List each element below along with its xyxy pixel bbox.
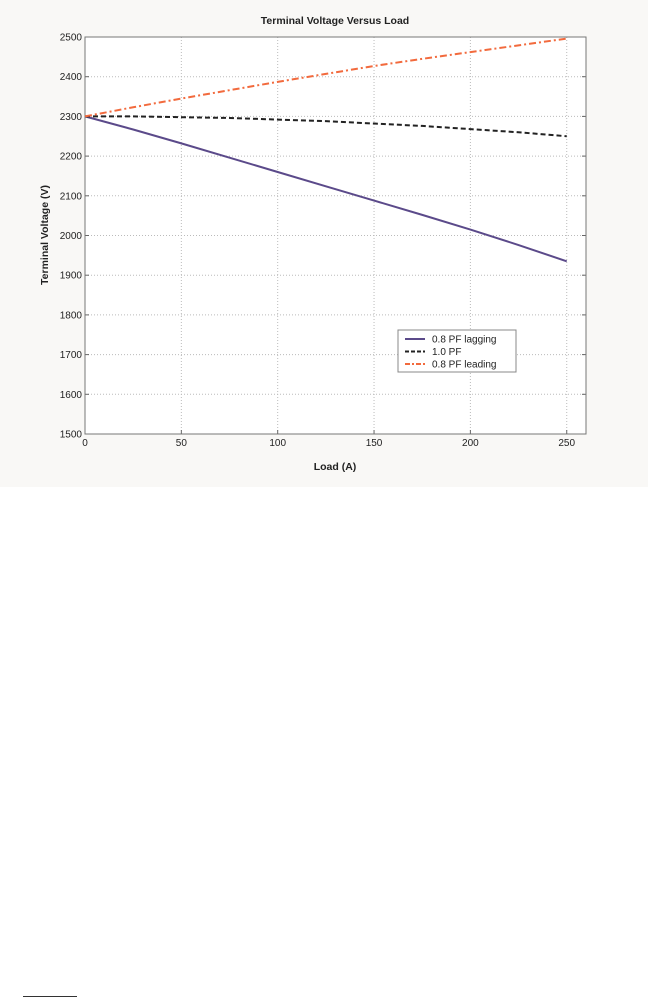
- x-tick-label: 0: [82, 438, 88, 449]
- y-tick-label: 1800: [60, 310, 83, 321]
- y-tick-label: 2200: [60, 152, 83, 163]
- y-tick-label: 2100: [60, 191, 83, 202]
- legend-label: 0.8 PF lagging: [432, 335, 497, 346]
- x-axis-label: Load (A): [314, 461, 357, 473]
- x-tick-label: 200: [462, 438, 479, 449]
- footnote-rule: [23, 996, 77, 997]
- y-tick-label: 2500: [60, 33, 83, 44]
- legend-label: 1.0 PF: [432, 347, 461, 358]
- y-tick-label: 2400: [60, 72, 83, 83]
- y-axis-label: Terminal Voltage (V): [39, 185, 51, 285]
- y-tick-label: 2000: [60, 231, 83, 242]
- line-chart: Terminal Voltage Versus Load Load (A) Te…: [39, 15, 587, 473]
- legend-label: 0.8 PF leading: [432, 360, 497, 371]
- x-tick-label: 250: [558, 438, 575, 449]
- series-line-0: [84, 115, 568, 263]
- x-tick-label: 150: [366, 438, 383, 449]
- chart-title: Terminal Voltage Versus Load: [261, 15, 409, 27]
- y-tick-label: 1900: [60, 271, 83, 282]
- x-tick-label: 100: [269, 438, 286, 449]
- y-tick-label: 2300: [60, 112, 83, 123]
- plot-frame: [84, 36, 587, 435]
- figure: Terminal Voltage Versus Load Load (A) Te…: [0, 0, 648, 487]
- y-tick-label: 1500: [60, 430, 83, 441]
- y-tick-label: 1700: [60, 350, 83, 361]
- x-tick-label: 50: [176, 438, 188, 449]
- series-line-2: [84, 37, 567, 118]
- y-tick-label: 1600: [60, 390, 83, 401]
- series-line-1: [85, 115, 567, 138]
